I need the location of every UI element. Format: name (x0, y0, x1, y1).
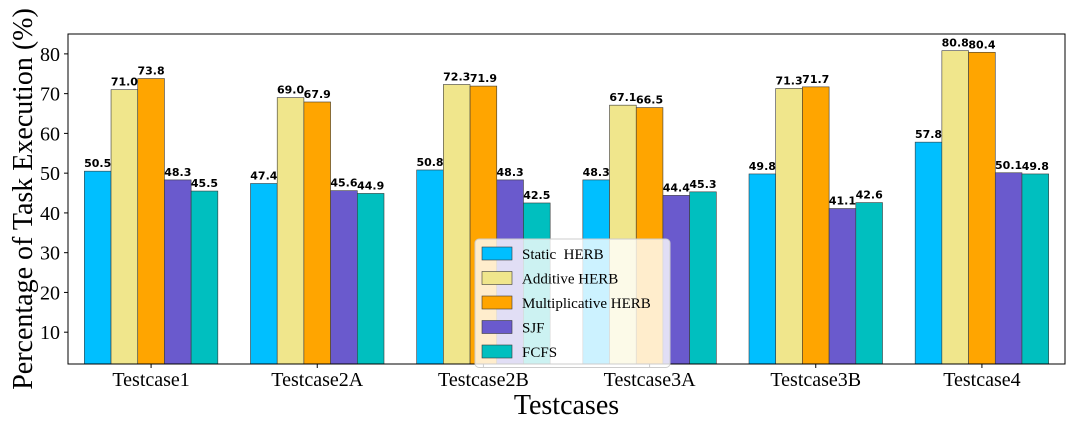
x-axis-title: Testcases (514, 390, 619, 421)
legend-label: FCFS (522, 345, 557, 361)
data-label: 73.8 (138, 65, 165, 78)
bar (994, 172, 1023, 365)
data-label: 48.3 (583, 166, 610, 179)
bar (443, 84, 471, 365)
x-axis: Testcase1 Testcase2A Testcase2B Testcase3A T… (112, 364, 1021, 391)
data-label: 66.5 (636, 94, 663, 107)
data-label: 69.0 (277, 84, 304, 97)
data-label: 49.8 (1022, 160, 1049, 173)
data-label: 57.8 (915, 128, 942, 141)
legend-label: Static HERB (522, 247, 604, 263)
bar (748, 173, 777, 365)
data-label: 42.6 (856, 189, 883, 202)
legend: Static HERB Additive HERB Multiplicative H… (474, 238, 671, 368)
data-label: 67.9 (304, 88, 331, 101)
bar (828, 208, 857, 365)
data-label: 48.3 (497, 166, 524, 179)
bar (137, 78, 165, 365)
data-label: 50.5 (84, 157, 111, 170)
legend-label: Additive HERB (522, 272, 618, 288)
data-label: 72.3 (443, 70, 470, 83)
x-tick-label: Testcase2A (271, 369, 363, 391)
legend-swatch (481, 271, 513, 285)
bar (84, 170, 112, 365)
data-labels: 50.571.073.848.345.547.469.0 67.945.6 44.9… (84, 37, 1049, 208)
legend-swatch (481, 320, 513, 334)
legend-label: SJF (522, 321, 545, 337)
y-axis: 10 20 30 40 50 60 70 80 (40, 44, 68, 344)
bar (330, 190, 358, 365)
data-label: 41.1 (829, 195, 856, 208)
legend-box (474, 238, 671, 368)
y-axis-title: Percentage of Task Execution (%) (8, 8, 39, 390)
legend-label: Multiplicative HERB (522, 296, 651, 312)
bar (110, 89, 139, 365)
data-label: 50.8 (416, 156, 443, 169)
y-tick-label: 40 (40, 203, 60, 225)
bar (855, 202, 883, 365)
bar (968, 51, 996, 365)
data-label: 71.0 (111, 76, 138, 89)
legend-swatch (481, 295, 513, 310)
y-tick-label: 10 (40, 322, 60, 344)
legend-swatch (481, 344, 513, 359)
data-label: 67.1 (609, 91, 636, 104)
data-label: 44.4 (663, 181, 690, 194)
data-label: 45.3 (689, 178, 716, 191)
x-tick-label: Testcase3B (770, 369, 861, 391)
x-tick-label: Testcase4 (943, 369, 1020, 391)
data-label: 80.8 (942, 37, 969, 50)
data-label: 45.5 (191, 177, 218, 190)
bar (1021, 173, 1049, 365)
bar (276, 97, 305, 365)
data-label: 42.5 (523, 189, 550, 202)
bar (689, 191, 717, 365)
data-label: 47.4 (250, 169, 277, 182)
y-tick-label: 50 (40, 163, 60, 185)
x-tick-label: Testcase2B (438, 369, 529, 391)
bar (190, 190, 219, 365)
bar (775, 88, 803, 365)
y-tick-label: 70 (40, 84, 60, 106)
bar (250, 183, 278, 365)
data-label: 49.8 (749, 160, 776, 173)
bar (802, 86, 830, 365)
y-tick-label: 30 (40, 243, 60, 265)
y-tick-label: 60 (40, 123, 60, 145)
data-label: 80.4 (968, 38, 995, 51)
data-label: 71.3 (775, 74, 802, 87)
legend-swatch (481, 246, 513, 261)
bar (914, 141, 943, 365)
bar (941, 50, 969, 365)
bar (416, 169, 444, 365)
data-label: 71.9 (470, 72, 497, 85)
bar (356, 193, 385, 365)
y-tick-label: 20 (40, 282, 60, 304)
bar (303, 101, 331, 365)
y-tick-label: 80 (40, 44, 60, 66)
data-label: 50.1 (995, 159, 1022, 172)
data-label: 44.9 (357, 179, 384, 192)
bar (164, 179, 192, 365)
data-label: 45.6 (330, 177, 357, 190)
x-tick-label: Testcase1 (112, 369, 189, 391)
data-label: 48.3 (164, 166, 191, 179)
x-tick-label: Testcase3A (604, 369, 696, 391)
data-label: 71.7 (802, 73, 829, 86)
